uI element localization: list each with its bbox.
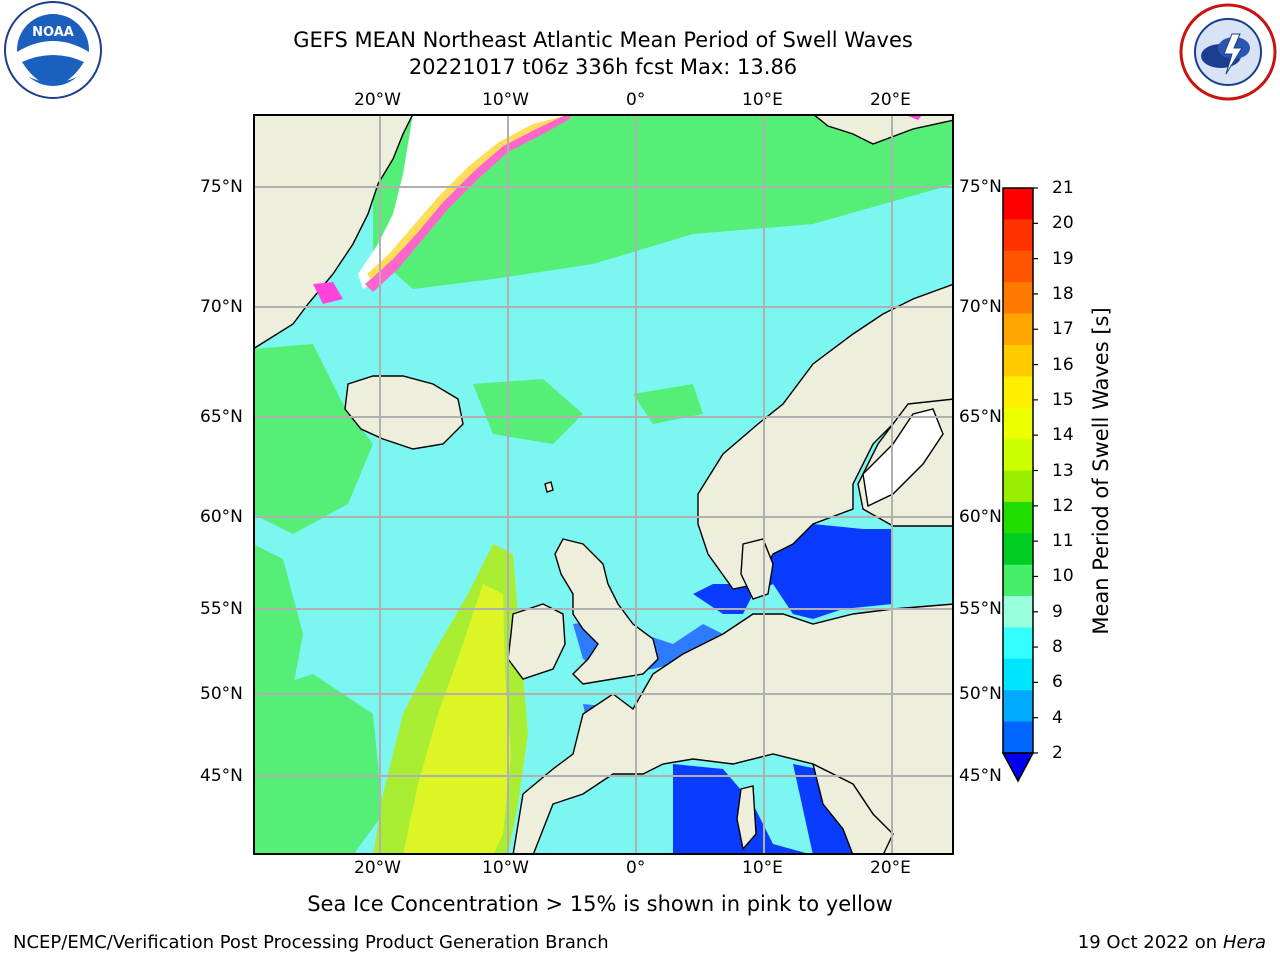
gulf-of-bothnia xyxy=(862,408,944,508)
colorbar-tick-label: 12 xyxy=(1052,495,1074,516)
lat-label-left-70n: 70°N xyxy=(200,297,243,317)
colorbar-segment xyxy=(1003,376,1033,409)
lat-label-left-75n: 75°N xyxy=(200,177,243,197)
colorbar-tick-label: 17 xyxy=(1052,319,1074,340)
colorbar-segment xyxy=(1003,407,1033,440)
colorbar-segment xyxy=(1003,250,1033,283)
land xyxy=(253,114,954,855)
chart-subtitle: 20221017 t06z 336h fcst Max: 13.86 xyxy=(408,55,798,79)
colorbar-tick-label: 4 xyxy=(1052,707,1063,728)
great-britain xyxy=(554,538,659,685)
colorbar-tick-label: 14 xyxy=(1052,425,1074,446)
colorbar-segment xyxy=(1003,219,1033,252)
lat-label-left-65n: 65°N xyxy=(200,407,243,427)
greenland xyxy=(253,114,414,350)
colorbar-segment xyxy=(1003,596,1033,628)
sea-ice-note: Sea Ice Concentration > 15% is shown in … xyxy=(307,892,893,916)
colorbar-tick-label: 9 xyxy=(1052,601,1063,622)
footer-host: Hera xyxy=(1222,932,1266,953)
colorbar-segment xyxy=(1003,501,1033,534)
colorbar-tick-label: 11 xyxy=(1052,531,1074,552)
swell-zone-yellow xyxy=(373,544,528,855)
colorbar-segment xyxy=(1003,313,1033,346)
colorbar-tick-label: 19 xyxy=(1052,248,1074,269)
lat-label-left-60n: 60°N xyxy=(200,507,243,527)
colorbar-extend-arrow xyxy=(1001,752,1035,783)
colorbar-segment xyxy=(1003,564,1033,597)
nws-logo xyxy=(1179,3,1277,101)
colorbar-tick-label: 13 xyxy=(1052,460,1074,481)
lon-label-bottom-10e: 10°E xyxy=(742,858,783,878)
lat-label-left-50n: 50°N xyxy=(200,684,243,704)
lon-label-bottom-10w: 10°W xyxy=(482,858,529,878)
lat-label-right-60n: 60°N xyxy=(959,507,1002,527)
sea-ice-edge xyxy=(313,114,923,304)
lat-label-left-55n: 55°N xyxy=(200,599,243,619)
chart-title: GEFS MEAN Northeast Atlantic Mean Period… xyxy=(293,28,913,52)
colorbar-tick-label: 15 xyxy=(1052,389,1074,410)
lat-label-right-70n: 70°N xyxy=(959,297,1002,317)
colorbar-tick-label: 18 xyxy=(1052,283,1074,304)
colorbar-tick-label: 8 xyxy=(1052,637,1063,658)
lon-label-top-10w: 10°W xyxy=(482,90,529,110)
colorbar-tick-label: 2 xyxy=(1052,743,1063,763)
lon-label-top-0: 0° xyxy=(626,90,646,110)
colorbar-segment xyxy=(1003,533,1033,566)
colorbar-tick-label: 20 xyxy=(1052,213,1074,234)
colorbar-segment xyxy=(1003,658,1033,691)
lon-label-bottom-20e: 20°E xyxy=(870,858,911,878)
colorbar-segment xyxy=(1003,470,1033,503)
colorbar-segment xyxy=(1003,188,1033,220)
colorbar-segment xyxy=(1003,690,1033,723)
ireland xyxy=(507,603,566,680)
lat-label-right-50n: 50°N xyxy=(959,684,1002,704)
colorbar-segment xyxy=(1003,627,1033,660)
continental-europe xyxy=(512,603,954,855)
colorbar-ticks: 21 20 19 18 17 16 15 14 13 12 11 10 9 8 6 4 2 xyxy=(1044,178,1084,786)
lon-label-top-20w: 20°W xyxy=(354,90,401,110)
colorbar-label: Mean Period of Swell Waves [s] xyxy=(1089,307,1113,635)
iceland xyxy=(344,375,464,450)
noaa-logo-text: NOAA xyxy=(32,25,74,40)
lat-label-right-45n: 45°N xyxy=(959,766,1002,786)
noaa-logo: NOAA xyxy=(4,1,102,99)
lat-label-right-75n: 75°N xyxy=(959,177,1002,197)
colorbar-label-wrap: Mean Period of Swell Waves [s] xyxy=(1086,186,1116,756)
graticule xyxy=(253,114,954,855)
faroe-islands xyxy=(544,481,554,493)
lon-label-bottom-20w: 20°W xyxy=(354,858,401,878)
colorbar-segment xyxy=(1003,439,1033,471)
corsica-sardinia xyxy=(736,785,757,851)
italy xyxy=(811,762,894,855)
lat-label-right-65n: 65°N xyxy=(959,407,1002,427)
footer-right: 19 Oct 2022 on Hera xyxy=(1078,932,1266,954)
colorbar-segment xyxy=(1003,721,1033,754)
colorbar-tick-label: 10 xyxy=(1052,566,1074,587)
lat-label-right-55n: 55°N xyxy=(959,599,1002,619)
swell-zone-green xyxy=(253,114,954,855)
colorbar-tick-label: 21 xyxy=(1052,178,1074,198)
map-frame xyxy=(253,114,954,855)
lon-label-top-10e: 10°E xyxy=(742,90,783,110)
lon-label-top-20e: 20°E xyxy=(870,90,911,110)
colorbar-tick-label: 6 xyxy=(1052,672,1063,693)
footer-date: 19 Oct 2022 on xyxy=(1077,932,1223,953)
footer-left: NCEP/EMC/Verification Post Processing Pr… xyxy=(13,932,609,953)
lat-label-left-45n: 45°N xyxy=(200,766,243,786)
map-plot xyxy=(253,114,954,855)
colorbar-tick-label: 16 xyxy=(1052,354,1074,375)
colorbar-segment xyxy=(1003,282,1033,315)
colorbar-segment xyxy=(1003,344,1033,377)
lon-label-bottom-0: 0° xyxy=(626,858,646,878)
colorbar xyxy=(1001,187,1038,783)
